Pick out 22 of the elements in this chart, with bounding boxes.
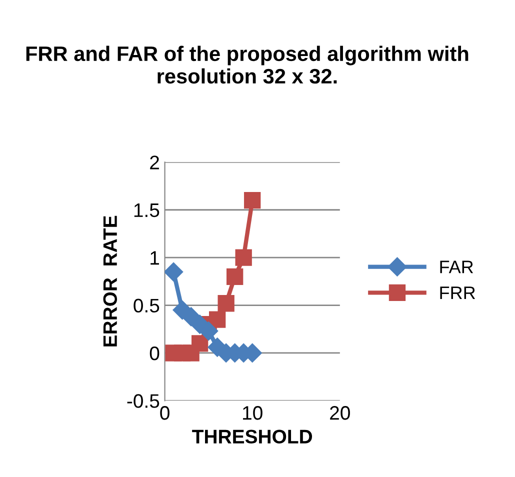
point [164, 262, 184, 282]
point [235, 249, 252, 266]
y-tick-label: -0.5 [127, 394, 160, 408]
x-tick-label: 0 [160, 406, 170, 420]
y-tick-label: 2 [150, 156, 159, 170]
legend-label: FAR [440, 260, 474, 274]
y-axis-title: ERROR RATE [103, 216, 118, 346]
legend-label: FRR [440, 286, 476, 300]
y-tick-label: 1.5 [134, 204, 160, 218]
x-tick-label: 20 [330, 406, 350, 420]
point [226, 268, 244, 285]
chart-title: FRR and FAR of the proposed algorithm with resolution 32 x 32. [26, 46, 468, 84]
point [199, 322, 218, 341]
point [244, 192, 261, 209]
x-axis-title: THRESHOLD [192, 430, 312, 444]
point [208, 311, 226, 328]
x-tick-label: 10 [243, 406, 262, 420]
y-tick-label: 1 [150, 251, 159, 265]
y-tick-label: 0.5 [134, 298, 160, 313]
point [191, 335, 208, 352]
point [218, 295, 234, 312]
y-tick-label: 0 [150, 346, 160, 360]
